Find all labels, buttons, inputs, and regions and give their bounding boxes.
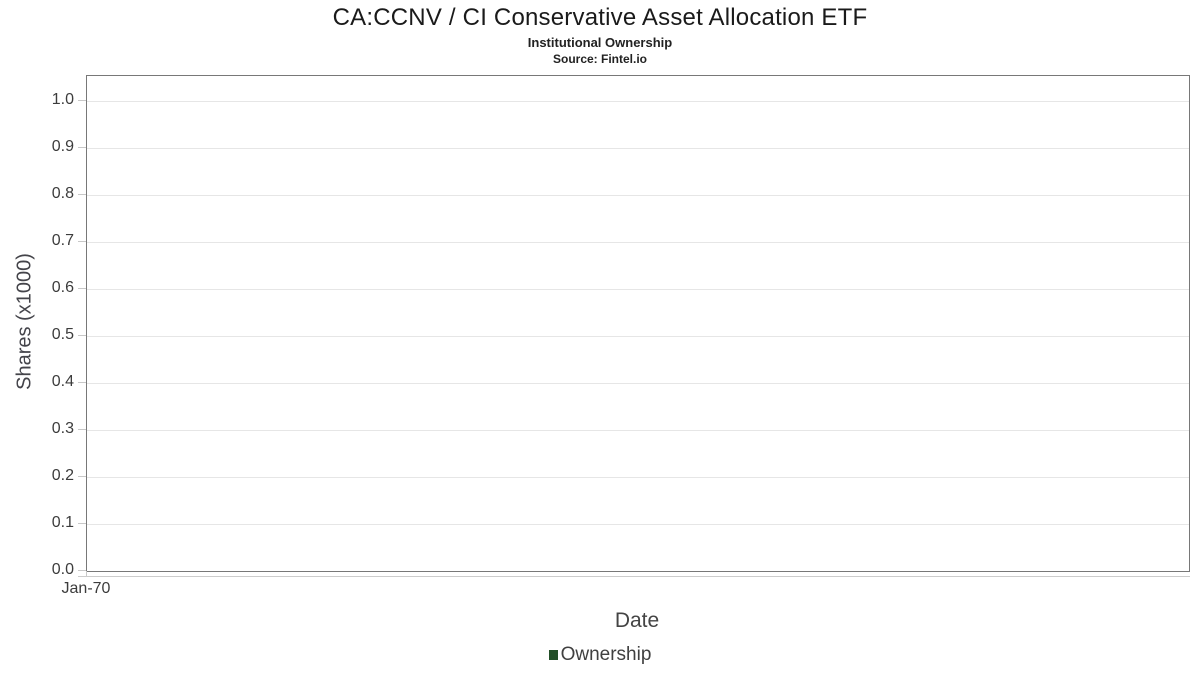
gridline-y-0.4 <box>87 383 1189 384</box>
gridline-y-0.7 <box>87 242 1189 243</box>
gridline-y-1.0 <box>87 101 1189 102</box>
y-tick-label-1.0: 1.0 <box>51 91 74 108</box>
gridline-y-0.8 <box>87 195 1189 196</box>
legend-item-ownership[interactable]: Ownership <box>548 644 652 666</box>
y-tick-mark-0.5 <box>78 335 86 336</box>
y-tick-mark-0.6 <box>78 288 86 289</box>
y-tick-mark-0.2 <box>78 476 86 477</box>
y-tick-label-0.0: 0.0 <box>51 561 74 578</box>
y-tick-mark-0.8 <box>78 194 86 195</box>
y-tick-label-0.7: 0.7 <box>51 232 74 249</box>
gridline-y-0.6 <box>87 289 1189 290</box>
y-tick-label-0.4: 0.4 <box>51 373 74 390</box>
gridline-y-0.1 <box>87 524 1189 525</box>
gridline-y-0.2 <box>87 477 1189 478</box>
y-tick-mark-0.1 <box>78 523 86 524</box>
x-axis-title: Date <box>614 609 660 632</box>
chart-source-credit: Source: Fintel.io <box>552 52 647 66</box>
y-tick-label-0.5: 0.5 <box>51 326 74 343</box>
gridline-y-0.3 <box>87 430 1189 431</box>
plot-area <box>86 75 1190 572</box>
x-axis-line <box>78 576 1190 577</box>
y-tick-mark-0.3 <box>78 429 86 430</box>
y-tick-label-0.6: 0.6 <box>51 279 74 296</box>
chart-subtitle: Institutional Ownership <box>527 35 673 50</box>
chart-title: CA:CCNV / CI Conservative Asset Allocati… <box>332 4 868 31</box>
legend-item-label: Ownership <box>560 644 652 665</box>
y-tick-label-0.2: 0.2 <box>51 467 74 484</box>
gridline-y-0.9 <box>87 148 1189 149</box>
y-tick-mark-0.0 <box>78 570 86 571</box>
y-tick-label-0.8: 0.8 <box>51 185 74 202</box>
chart-legend: Ownership <box>0 644 1200 666</box>
y-tick-mark-0.7 <box>78 241 86 242</box>
y-tick-label-0.3: 0.3 <box>51 420 74 437</box>
y-tick-label-0.1: 0.1 <box>51 514 74 531</box>
x-tick-label-Jan-70: Jan-70 <box>61 580 111 597</box>
y-tick-label-0.9: 0.9 <box>51 138 74 155</box>
x-tick-mark-Jan-70 <box>86 571 87 576</box>
legend-marker-icon <box>548 650 558 660</box>
y-tick-mark-0.4 <box>78 382 86 383</box>
y-tick-mark-0.9 <box>78 147 86 148</box>
y-tick-mark-1.0 <box>78 100 86 101</box>
gridline-y-0.5 <box>87 336 1189 337</box>
y-axis-title: Shares (x1000) <box>13 253 36 390</box>
